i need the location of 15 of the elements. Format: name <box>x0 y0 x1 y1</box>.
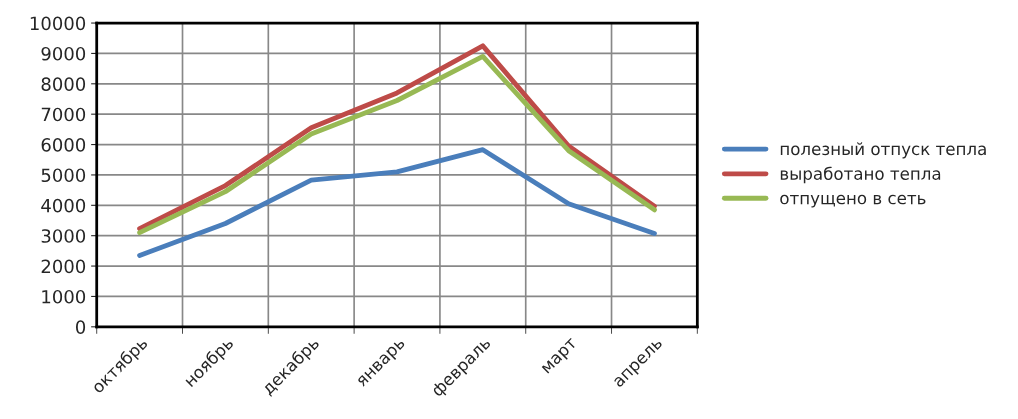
y-tick-label: 8000 <box>41 77 86 91</box>
y-tick-label: 7000 <box>41 107 86 122</box>
y-tick-label: 5000 <box>41 168 86 183</box>
y-tick-label: 3000 <box>41 229 86 243</box>
line-series <box>137 147 657 258</box>
legend-label: выработано тепла <box>780 166 941 184</box>
y-tick-label: 6000 <box>41 138 86 152</box>
y-tick-label: 1000 <box>42 289 86 304</box>
y-tick-label: 0 <box>76 320 86 334</box>
legend-label: отпущено в сеть <box>780 194 926 208</box>
y-tick-label: 2000 <box>41 259 86 274</box>
y-tick-label: 9000 <box>41 46 86 61</box>
y-tick-label: 10000 <box>30 16 86 31</box>
legend-label: полезный отпуск тепла <box>780 142 986 159</box>
y-tick-label: 4000 <box>41 198 86 213</box>
